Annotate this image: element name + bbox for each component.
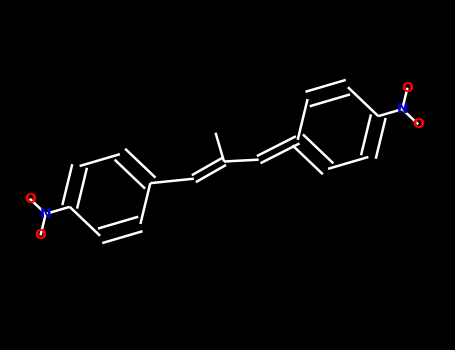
Text: O: O: [35, 228, 46, 242]
Text: O: O: [412, 117, 424, 131]
Text: N: N: [396, 102, 408, 116]
Text: O: O: [24, 192, 36, 206]
Text: O: O: [401, 81, 414, 95]
Text: N: N: [40, 207, 51, 221]
